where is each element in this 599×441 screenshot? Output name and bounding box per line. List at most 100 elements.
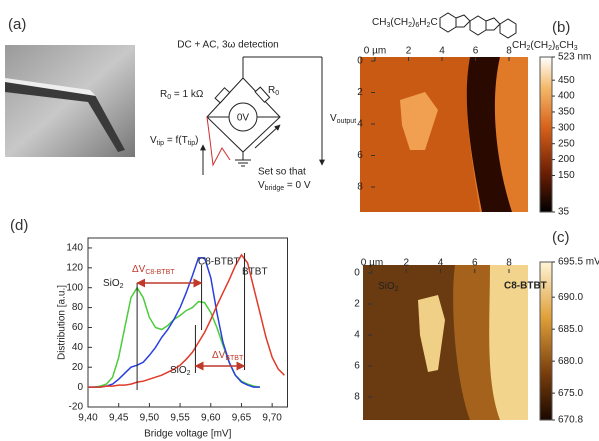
y-axis-label: Distribution [a.u.]	[57, 285, 68, 360]
colorbar-tick-label: 680.0	[558, 356, 583, 367]
colorbar-tick-label: 450	[558, 75, 575, 86]
colorbar-tick-label: 150	[558, 170, 575, 181]
x-tick-label: 4	[439, 46, 445, 57]
y-tick-label: 0	[77, 382, 83, 393]
molecule-chain: CH3(CH2)6H2C	[372, 17, 438, 30]
annotation: ΔVC8-BTBT	[132, 264, 175, 277]
x-tick-label: 0 µm	[364, 46, 386, 57]
x-tick-label: 9,45	[109, 413, 129, 424]
y-tick-label: 0	[357, 56, 363, 67]
y-tick-label: 20	[72, 362, 84, 373]
tip-wire	[207, 117, 230, 165]
figure: (a) (b) (c) (d) DC + AC, 3ω detection R0 = 1 …	[0, 0, 599, 441]
x-tick-label: 8	[506, 46, 512, 57]
annotation-sub: BTBT	[225, 355, 244, 362]
colorbar-tick-label: 675.0	[558, 388, 583, 399]
annotation-sub: 2	[120, 283, 124, 290]
annotation-sub: 2	[187, 370, 191, 377]
annotation-part: SiO	[103, 278, 120, 289]
x-tick-label: 8	[506, 258, 512, 269]
panel-label: (a)	[8, 16, 26, 33]
x-tick-label: 9,65	[232, 413, 252, 424]
x-tick-label: 9,55	[170, 413, 190, 424]
x-tick-label: 4	[438, 258, 444, 269]
resistor-label-sub: 0	[275, 90, 279, 97]
y-tick-label: 80	[72, 302, 84, 313]
colorbar-tick-label: 35	[558, 207, 570, 218]
resistor-label: R0 = 1 kΩ	[160, 89, 204, 102]
resistor-label: R0	[268, 85, 279, 98]
molecule-chain-part: CH	[559, 40, 573, 51]
molecule-chain-part: CH	[372, 17, 386, 28]
molecule	[440, 13, 516, 38]
y-tick-label: 2	[354, 299, 360, 310]
colorbar-tick-label: 523 nm	[558, 52, 591, 63]
x-tick-label: 9,70	[262, 413, 282, 424]
tip-voltage: Vtip = f(Ttip)	[150, 135, 198, 148]
x-axis-label: Bridge voltage [mV]	[144, 429, 231, 440]
y-tick-label: 6	[354, 361, 360, 372]
meter-label: 0V	[237, 113, 250, 124]
colorbar	[540, 57, 552, 212]
y-tick-label: 2	[357, 87, 363, 98]
colorbar-tick-label: 300	[558, 122, 575, 133]
annotation: C8-BTBT	[198, 257, 240, 268]
y-tick-label: 4	[354, 330, 360, 341]
tip-voltage-part: = f(T	[164, 135, 188, 146]
annotation-part: SiO	[170, 365, 187, 376]
resistor-label-part: R	[160, 89, 167, 100]
colorbar-tick-label: 690.0	[558, 292, 583, 303]
y-tick-label: 6	[357, 150, 363, 161]
annotation: ΔVBTBT	[212, 350, 244, 363]
region-label: C8-BTBT	[504, 281, 547, 292]
y-tick-label: 8	[354, 392, 360, 403]
tip-voltage-part: )	[195, 135, 198, 146]
diagram-title: DC + AC, 3ω detection	[177, 40, 278, 51]
y-tick-label: 60	[72, 322, 84, 333]
x-tick-label: 9,40	[78, 413, 98, 424]
molecule-chain: CH2(CH2)6CH3	[512, 40, 578, 53]
y-tick-label: 140	[66, 243, 83, 254]
x-tick-label: 6	[473, 46, 479, 57]
bridge-voltage-part: = 0 V	[284, 180, 311, 191]
x-tick-label: 9,60	[201, 413, 221, 424]
molecule-chain-part: (CH	[390, 17, 408, 28]
colorbar-tick-label: 400	[558, 91, 575, 102]
y-tick-label: 8	[357, 182, 363, 193]
tip-voltage-sub: tip	[188, 140, 196, 147]
annotation: SiO2	[170, 365, 191, 378]
panel-label: (c)	[552, 229, 570, 246]
y-tick-label: 4	[357, 119, 363, 130]
plot-frame	[88, 238, 288, 407]
bridge-note: Set so that	[258, 167, 306, 178]
annotation: SiO2	[103, 278, 124, 291]
colorbar-tick-label: 685.0	[558, 324, 583, 335]
colorbar-tick-label: 200	[558, 154, 575, 165]
y-tick-label: 120	[66, 262, 83, 273]
tip-voltage-sub: tip	[157, 140, 165, 147]
annotation-part: ΔV	[132, 264, 146, 275]
panel-label: (b)	[552, 19, 570, 36]
region-label-part: SiO	[378, 281, 395, 292]
output-voltage: Voutput	[330, 113, 356, 126]
y-tick-label: -20	[69, 402, 84, 413]
resistor-label-part: R	[268, 85, 275, 96]
x-tick-label: 6	[472, 258, 478, 269]
molecule-chain-part: CH	[512, 40, 526, 51]
x-tick-label: 2	[403, 258, 409, 269]
bridge-voltage: Vbridge = 0 V	[258, 180, 311, 193]
x-tick-label: 2	[406, 46, 412, 57]
annotation-part: ΔV	[212, 350, 226, 361]
colorbar-tick-label: 670.8	[558, 415, 583, 426]
colorbar-tick-label: 695.5 mV	[558, 257, 599, 268]
panel-label: (d)	[10, 217, 28, 234]
annotation-sub: C8-BTBT	[145, 269, 175, 276]
molecule-chain-part: H	[419, 17, 426, 28]
region-label-sub: 2	[395, 286, 399, 293]
annotation: BTBT	[242, 267, 268, 278]
molecule-chain-part: (CH	[530, 40, 548, 51]
x-tick-label: 0 µm	[361, 258, 383, 269]
output-voltage-sub: output	[337, 118, 357, 125]
colorbar-tick-label: 350	[558, 107, 575, 118]
bridge-voltage-sub: bridge	[265, 185, 285, 192]
